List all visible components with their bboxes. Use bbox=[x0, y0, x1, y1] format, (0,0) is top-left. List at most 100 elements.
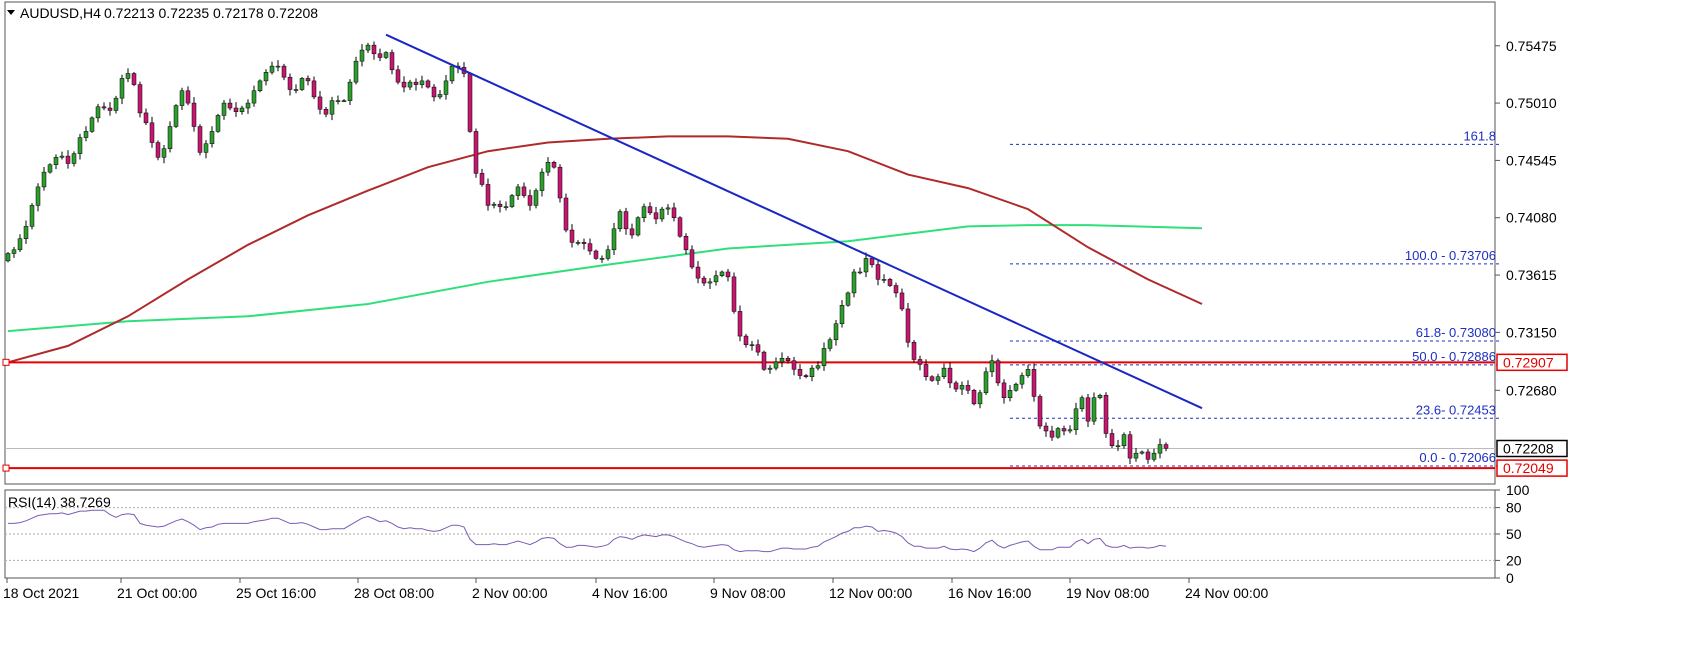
candle-body bbox=[941, 367, 947, 378]
candle-body bbox=[263, 72, 269, 82]
candle-body bbox=[323, 108, 329, 115]
candle-body bbox=[83, 131, 89, 138]
candle-body bbox=[71, 153, 77, 164]
time-axis-label: 4 Nov 16:00 bbox=[592, 585, 668, 601]
time-axis: 18 Oct 2021 21 Oct 00:00 25 Oct 16:00 28 Oc… bbox=[3, 578, 1268, 601]
line-anchor-handle[interactable] bbox=[2, 464, 10, 472]
rsi-axis-label: 0 bbox=[1506, 570, 1514, 586]
candle-body bbox=[731, 276, 737, 312]
dropdown-triangle-icon[interactable] bbox=[7, 10, 15, 15]
time-axis-label: 19 Nov 08:00 bbox=[1066, 585, 1149, 601]
candle-body bbox=[485, 184, 491, 206]
candle-body bbox=[209, 131, 215, 145]
candle-body bbox=[401, 81, 407, 88]
candle-body bbox=[1049, 430, 1055, 438]
candle-body bbox=[299, 78, 305, 90]
fib-level-label: 0.0 - 0.72066 bbox=[1419, 450, 1496, 465]
candle-body bbox=[809, 367, 815, 378]
price-axis-label: 0.75010 bbox=[1506, 95, 1557, 111]
candle-body bbox=[959, 385, 965, 390]
candle-body bbox=[305, 78, 311, 82]
candle-body bbox=[773, 361, 779, 369]
rsi-axis-label: 20 bbox=[1506, 552, 1522, 568]
candle-body bbox=[707, 281, 713, 284]
candle-body bbox=[653, 212, 659, 220]
candle-body bbox=[197, 126, 203, 153]
candle-body bbox=[59, 155, 65, 158]
candle-body bbox=[677, 217, 683, 237]
price-tag-label: 0.72208 bbox=[1503, 440, 1554, 456]
candle-body bbox=[671, 207, 677, 218]
candle-body bbox=[395, 69, 401, 83]
price-tag-box bbox=[1496, 439, 1568, 458]
fib-level-label: 23.6- 0.72453 bbox=[1416, 402, 1496, 417]
candle-body bbox=[473, 131, 479, 174]
candle-body bbox=[347, 81, 353, 101]
candle-body bbox=[125, 73, 131, 79]
candle-body bbox=[161, 148, 167, 158]
candle-body bbox=[215, 115, 221, 132]
candle-body bbox=[785, 358, 791, 361]
candle-body bbox=[5, 253, 11, 262]
candle-body bbox=[1091, 397, 1097, 422]
candle-body bbox=[35, 186, 41, 206]
candle-body bbox=[329, 100, 335, 115]
fib-level-label: 61.8- 0.73080 bbox=[1416, 325, 1496, 340]
candle-body bbox=[335, 100, 341, 102]
candle-body bbox=[113, 97, 119, 111]
candle-body bbox=[911, 341, 917, 360]
candle-body bbox=[365, 44, 371, 51]
bearish-trend-line[interactable] bbox=[385, 33, 1203, 410]
candle-body bbox=[647, 206, 653, 214]
candle-body bbox=[689, 249, 695, 268]
candle-body bbox=[551, 162, 557, 168]
candle-body bbox=[533, 190, 539, 206]
candle-body bbox=[497, 203, 503, 207]
candle-body bbox=[17, 238, 23, 251]
time-axis-label: 9 Nov 08:00 bbox=[710, 585, 786, 601]
candle-body bbox=[437, 94, 443, 98]
rsi-axis-label: 100 bbox=[1506, 482, 1530, 498]
trendline-layer bbox=[385, 33, 1203, 410]
candle-body bbox=[605, 249, 611, 259]
candle-body bbox=[143, 112, 149, 124]
candle-body bbox=[341, 100, 347, 102]
candle-body bbox=[737, 311, 743, 337]
time-axis-label: 18 Oct 2021 bbox=[3, 585, 79, 601]
candle-body bbox=[557, 166, 563, 199]
candle-body bbox=[131, 73, 137, 85]
time-axis-label: 16 Nov 16:00 bbox=[948, 585, 1031, 601]
candle-body bbox=[581, 242, 587, 244]
candle-body bbox=[641, 206, 647, 218]
candle-body bbox=[377, 53, 383, 58]
candle-body bbox=[725, 271, 731, 278]
candle-body bbox=[479, 173, 485, 185]
price-tag-box bbox=[1496, 353, 1568, 372]
candle-body bbox=[467, 73, 473, 132]
price-tag-label: 0.72907 bbox=[1503, 354, 1554, 370]
candle-body bbox=[221, 102, 227, 116]
candle-body bbox=[851, 271, 857, 294]
candle-body bbox=[515, 186, 521, 196]
candle-body bbox=[503, 206, 509, 208]
candle-body bbox=[509, 195, 515, 207]
candle-body bbox=[173, 105, 179, 127]
candle-body bbox=[1031, 369, 1037, 397]
candle-body bbox=[815, 365, 821, 369]
candle-body bbox=[929, 376, 935, 381]
candle-body bbox=[539, 171, 545, 191]
line-anchor-handle[interactable] bbox=[2, 358, 10, 366]
candle-body bbox=[203, 143, 209, 153]
candle-body bbox=[77, 137, 83, 154]
candle-body bbox=[431, 86, 437, 98]
candle-body bbox=[293, 89, 299, 91]
candle-body bbox=[1163, 444, 1169, 449]
candle-body bbox=[281, 65, 287, 78]
candle-body bbox=[623, 211, 629, 230]
sma-200-layer bbox=[7, 224, 1203, 333]
time-axis-label: 21 Oct 00:00 bbox=[117, 585, 197, 601]
candle-body bbox=[665, 207, 671, 210]
candle-body bbox=[47, 164, 53, 173]
candle-body bbox=[1109, 433, 1115, 447]
candle-body bbox=[269, 65, 275, 73]
